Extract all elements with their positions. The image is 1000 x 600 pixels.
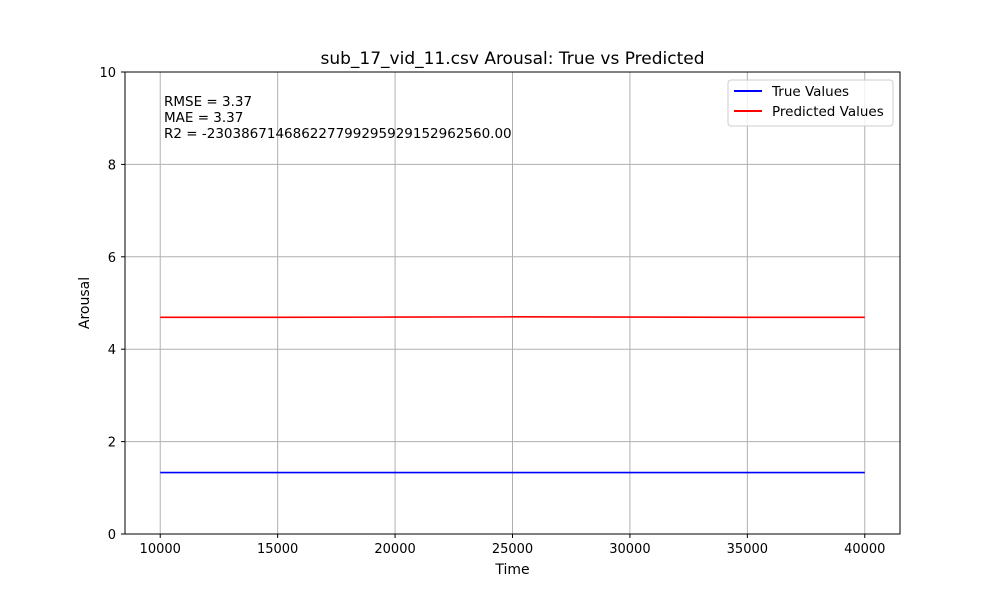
r2-annotation: R2 = -230386714686227799295929152962560.… xyxy=(164,126,512,142)
y-tick-label: 10 xyxy=(99,66,116,81)
legend-label-true: True Values xyxy=(771,84,849,100)
mae-annotation: MAE = 3.37 xyxy=(164,110,243,126)
y-tick-label: 4 xyxy=(108,343,116,358)
x-tick-label: 40000 xyxy=(844,542,885,557)
x-tick-label: 10000 xyxy=(140,542,181,557)
y-tick-label: 2 xyxy=(108,436,116,451)
legend-label-predicted: Predicted Values xyxy=(772,104,884,120)
series-layer xyxy=(160,316,865,474)
x-tick-label: 35000 xyxy=(727,542,768,557)
x-axis-label: Time xyxy=(494,562,529,578)
y-tick-label: 8 xyxy=(108,158,116,173)
rmse-annotation: RMSE = 3.37 xyxy=(164,94,252,110)
x-tick-label: 25000 xyxy=(492,542,533,557)
x-tick-label: 20000 xyxy=(374,542,415,557)
x-tick-label: 30000 xyxy=(609,542,650,557)
x-tick-label: 15000 xyxy=(257,542,298,557)
y-tick-label: 6 xyxy=(108,251,116,266)
legend: True Values Predicted Values xyxy=(727,79,894,127)
y-axis-label: Arousal xyxy=(77,277,93,329)
legend-box xyxy=(727,79,894,127)
chart-title: sub_17_vid_11.csv Arousal: True vs Predi… xyxy=(320,49,704,69)
tick-layer: 10000 15000 20000 25000 30000 35000 40000 0 2 4 6 8… xyxy=(99,66,885,557)
y-tick-label: 0 xyxy=(108,528,116,543)
